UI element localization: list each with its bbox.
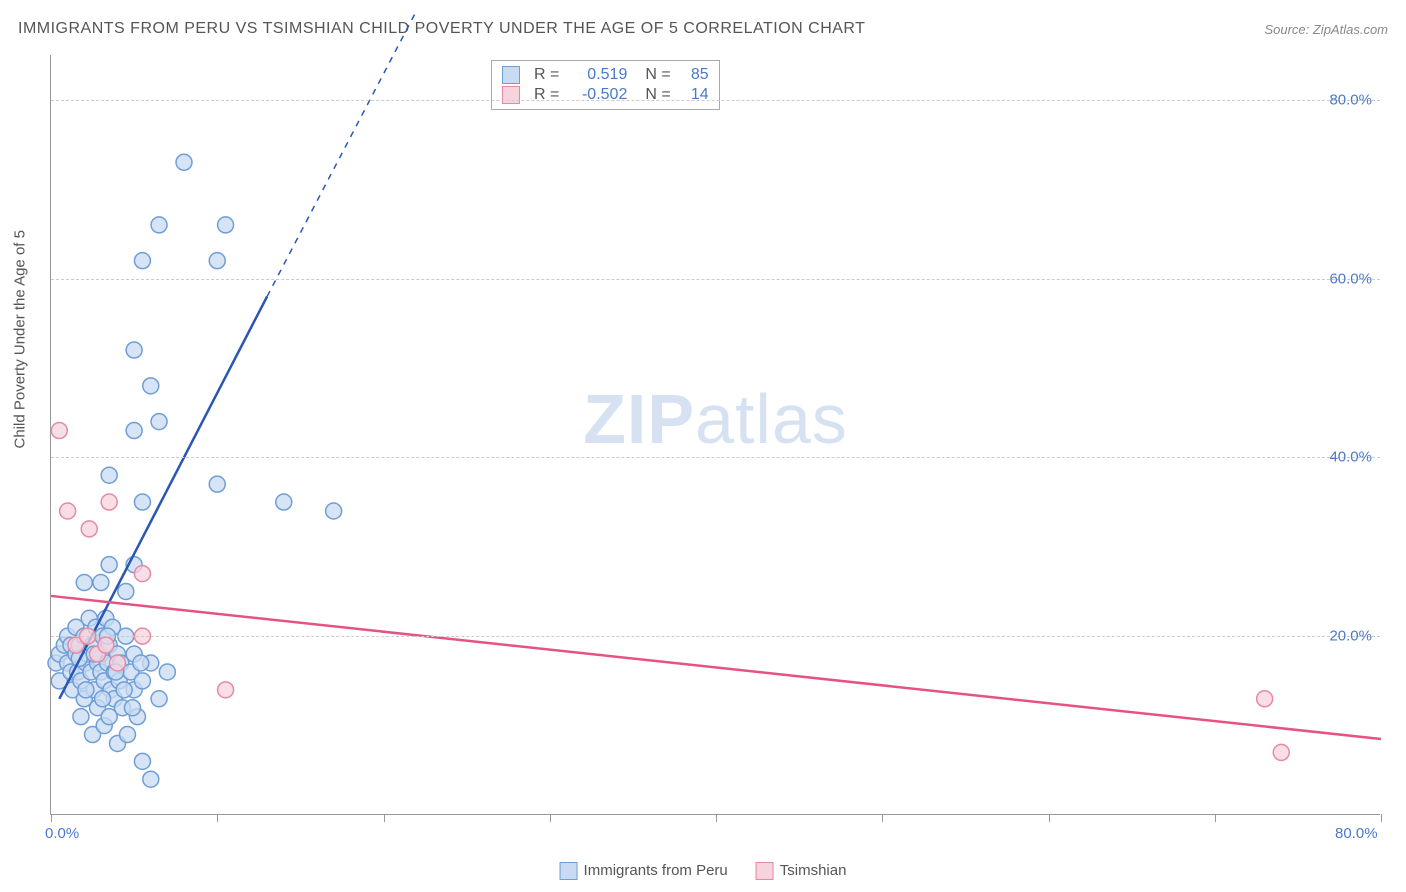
data-point	[126, 423, 142, 439]
trend-line	[51, 596, 1381, 739]
grid-line	[51, 636, 1380, 637]
data-point	[276, 494, 292, 510]
data-point	[143, 378, 159, 394]
x-tick	[1215, 814, 1216, 822]
trend-line-dashed	[267, 10, 417, 296]
data-point	[143, 771, 159, 787]
data-point	[218, 682, 234, 698]
y-tick-label: 40.0%	[1329, 449, 1372, 466]
data-point	[209, 253, 225, 269]
data-point	[134, 494, 150, 510]
data-point	[159, 664, 175, 680]
x-tick-label: 0.0%	[45, 825, 79, 842]
x-legend-label: Tsimshian	[780, 862, 847, 879]
plot-area: ZIPatlas R =0.519N =85R =-0.502N =14 20.…	[50, 55, 1380, 815]
data-point	[218, 217, 234, 233]
legend-swatch	[560, 862, 578, 880]
x-tick	[550, 814, 551, 822]
data-point	[326, 503, 342, 519]
data-point	[134, 673, 150, 689]
data-point	[60, 503, 76, 519]
y-tick-label: 80.0%	[1329, 91, 1372, 108]
grid-line	[51, 100, 1380, 101]
data-point	[116, 682, 132, 698]
data-point	[126, 342, 142, 358]
data-point	[133, 655, 149, 671]
x-tick-label: 80.0%	[1335, 825, 1378, 842]
data-point	[134, 753, 150, 769]
grid-line	[51, 279, 1380, 280]
data-point	[73, 709, 89, 725]
title-bar: IMMIGRANTS FROM PERU VS TSIMSHIAN CHILD …	[18, 20, 1388, 38]
data-point	[118, 583, 134, 599]
chart-title: IMMIGRANTS FROM PERU VS TSIMSHIAN CHILD …	[18, 20, 865, 38]
data-point	[51, 423, 67, 439]
data-point	[1273, 744, 1289, 760]
data-point	[209, 476, 225, 492]
y-axis-label: Child Poverty Under the Age of 5	[12, 230, 29, 448]
data-point	[98, 637, 114, 653]
scatter-plot-svg	[51, 55, 1380, 814]
x-tick	[384, 814, 385, 822]
data-point	[119, 727, 135, 743]
data-point	[95, 691, 111, 707]
source-label: Source: ZipAtlas.com	[1264, 22, 1388, 37]
data-point	[93, 575, 109, 591]
data-point	[1257, 691, 1273, 707]
data-point	[176, 154, 192, 170]
legend-swatch	[756, 862, 774, 880]
data-point	[101, 467, 117, 483]
data-point	[101, 494, 117, 510]
x-legend-item: Immigrants from Peru	[560, 862, 728, 880]
data-point	[134, 566, 150, 582]
data-point	[101, 557, 117, 573]
data-point	[134, 253, 150, 269]
y-tick-label: 20.0%	[1329, 628, 1372, 645]
grid-line	[51, 457, 1380, 458]
x-tick	[217, 814, 218, 822]
x-legend-item: Tsimshian	[756, 862, 847, 880]
x-tick	[51, 814, 52, 822]
x-tick	[882, 814, 883, 822]
data-point	[151, 217, 167, 233]
data-point	[151, 691, 167, 707]
x-tick	[716, 814, 717, 822]
x-legend-label: Immigrants from Peru	[584, 862, 728, 879]
data-point	[81, 521, 97, 537]
data-point	[76, 575, 92, 591]
x-tick	[1381, 814, 1382, 822]
x-axis-legend: Immigrants from Peru Tsimshian	[560, 862, 847, 880]
data-point	[151, 414, 167, 430]
data-point	[124, 700, 140, 716]
data-point	[78, 682, 94, 698]
x-tick	[1049, 814, 1050, 822]
data-point	[110, 655, 126, 671]
y-tick-label: 60.0%	[1329, 270, 1372, 287]
